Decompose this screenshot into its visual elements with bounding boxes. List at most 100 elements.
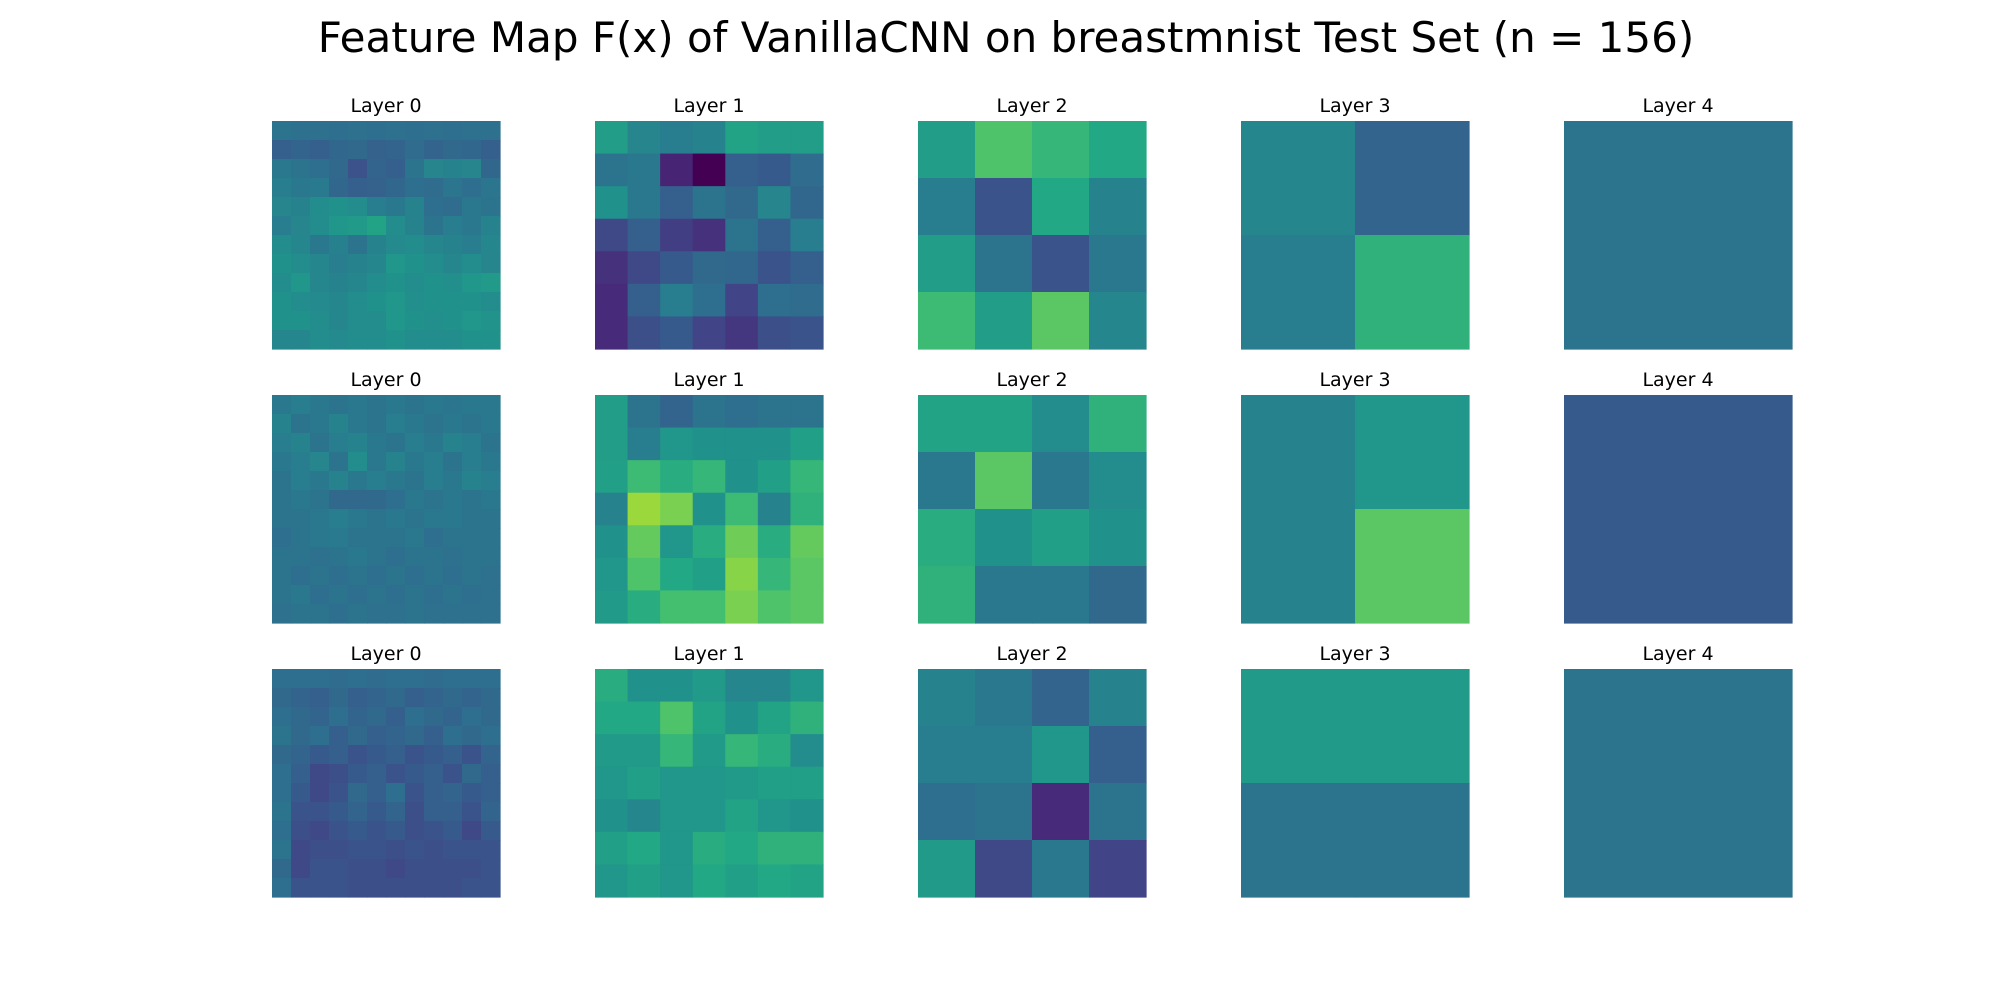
heatmap-cell <box>424 452 444 472</box>
heatmap-cell <box>348 121 368 141</box>
heatmap-cell <box>595 669 629 703</box>
heatmap-cell <box>367 726 387 746</box>
heatmap-cell <box>462 764 482 784</box>
heatmap-cell <box>1089 452 1147 510</box>
heatmap-cell <box>443 452 463 472</box>
heatmap-cell <box>790 492 824 526</box>
heatmap-cell <box>405 273 425 293</box>
heatmap-cell <box>595 590 629 624</box>
heatmap-cell <box>405 783 425 803</box>
heatmap-cell <box>329 433 349 453</box>
heatmap-cell <box>462 783 482 803</box>
heatmap-cell <box>1089 726 1147 784</box>
panel-title: Layer 0 <box>350 643 421 665</box>
heatmap-cell <box>627 734 661 768</box>
heatmap-cell <box>424 669 444 689</box>
heatmap-cell <box>481 764 501 784</box>
heatmap-cell <box>272 604 292 624</box>
heatmap-cell <box>405 433 425 453</box>
heatmap-cell <box>790 669 824 703</box>
heatmap-cell <box>272 273 292 293</box>
heatmap-cell <box>405 235 425 255</box>
heatmap-cell <box>405 197 425 217</box>
heatmap-cell <box>310 604 330 624</box>
panel-title: Layer 1 <box>673 95 744 117</box>
heatmap-cell <box>918 178 976 236</box>
heatmap-cell <box>481 235 501 255</box>
heatmap-cell <box>367 216 387 236</box>
heatmap-cell <box>462 490 482 510</box>
heatmap-cell <box>1241 121 1356 236</box>
heatmap-cell <box>443 395 463 415</box>
heatmap-cell <box>405 802 425 822</box>
heatmap-cell <box>481 273 501 293</box>
heatmap-cell <box>443 216 463 236</box>
heatmap-cell <box>975 292 1033 350</box>
heatmap-cell <box>975 840 1033 898</box>
heatmap-cell <box>329 197 349 217</box>
heatmap-cell <box>291 840 311 860</box>
heatmap-cell <box>1089 235 1147 293</box>
heatmap-cell <box>272 178 292 198</box>
heatmap-cell <box>975 726 1033 784</box>
heatmap-cell <box>367 840 387 860</box>
heatmap-cell <box>310 585 330 605</box>
heatmap-cell <box>660 283 694 318</box>
heatmap-cell <box>367 566 387 586</box>
heatmap-cell <box>405 669 425 689</box>
heatmap-cell <box>692 395 726 429</box>
heatmap-cell <box>386 292 406 312</box>
heatmap-cell <box>443 878 463 898</box>
heatmap-cell <box>291 292 311 312</box>
heatmap-cell <box>272 764 292 784</box>
heatmap-cell <box>692 316 726 350</box>
heatmap-cell <box>367 395 387 415</box>
heatmap-cell <box>790 316 824 350</box>
heatmap-cell <box>462 395 482 415</box>
heatmap-cell <box>310 414 330 434</box>
heatmap-cell <box>790 121 824 155</box>
heatmap-cell <box>367 273 387 293</box>
heatmap-cell <box>348 452 368 472</box>
panel-title: Layer 3 <box>1319 643 1390 665</box>
heatmap-cell <box>627 427 661 461</box>
heatmap-cell <box>291 783 311 803</box>
heatmap-cell <box>462 878 482 898</box>
heatmap-cell <box>757 427 792 461</box>
heatmap-cell <box>310 764 330 784</box>
heatmap-cell <box>386 528 406 548</box>
heatmap-cell <box>386 197 406 217</box>
heatmap-cell <box>424 178 444 198</box>
heatmap-cell <box>1355 121 1470 236</box>
heatmap-cell <box>291 452 311 472</box>
heatmap-cell <box>1355 235 1470 350</box>
heatmap-cell <box>481 254 501 274</box>
heatmap-cell <box>405 292 425 312</box>
heatmap-cell <box>310 490 330 510</box>
heatmap-cell <box>272 821 292 841</box>
heatmap-cell <box>595 153 629 187</box>
heatmap-cell <box>405 604 425 624</box>
heatmap-cell <box>291 726 311 746</box>
heatmap-cell <box>692 153 726 187</box>
heatmap-cell <box>757 121 792 155</box>
heatmap-cell <box>481 840 501 860</box>
heatmap-cell <box>757 590 792 624</box>
heatmap-cell <box>424 840 444 860</box>
heatmap-cell <box>462 688 482 708</box>
heatmap-cell <box>1089 669 1147 727</box>
heatmap-cell <box>595 525 629 559</box>
heatmap-cell <box>272 726 292 746</box>
heatmap-cell <box>424 311 444 331</box>
heatmap-cell <box>310 311 330 331</box>
heatmap-cell <box>443 707 463 727</box>
heatmap-cell <box>595 831 629 866</box>
heatmap-cell <box>725 766 759 800</box>
heatmap-cell <box>481 604 501 624</box>
heatmap-cell <box>405 121 425 141</box>
heatmap-cell <box>595 218 629 252</box>
heatmap-cell <box>757 153 792 187</box>
heatmap-cell <box>627 669 661 703</box>
heatmap-cell <box>481 726 501 746</box>
heatmap-cell <box>367 471 387 491</box>
